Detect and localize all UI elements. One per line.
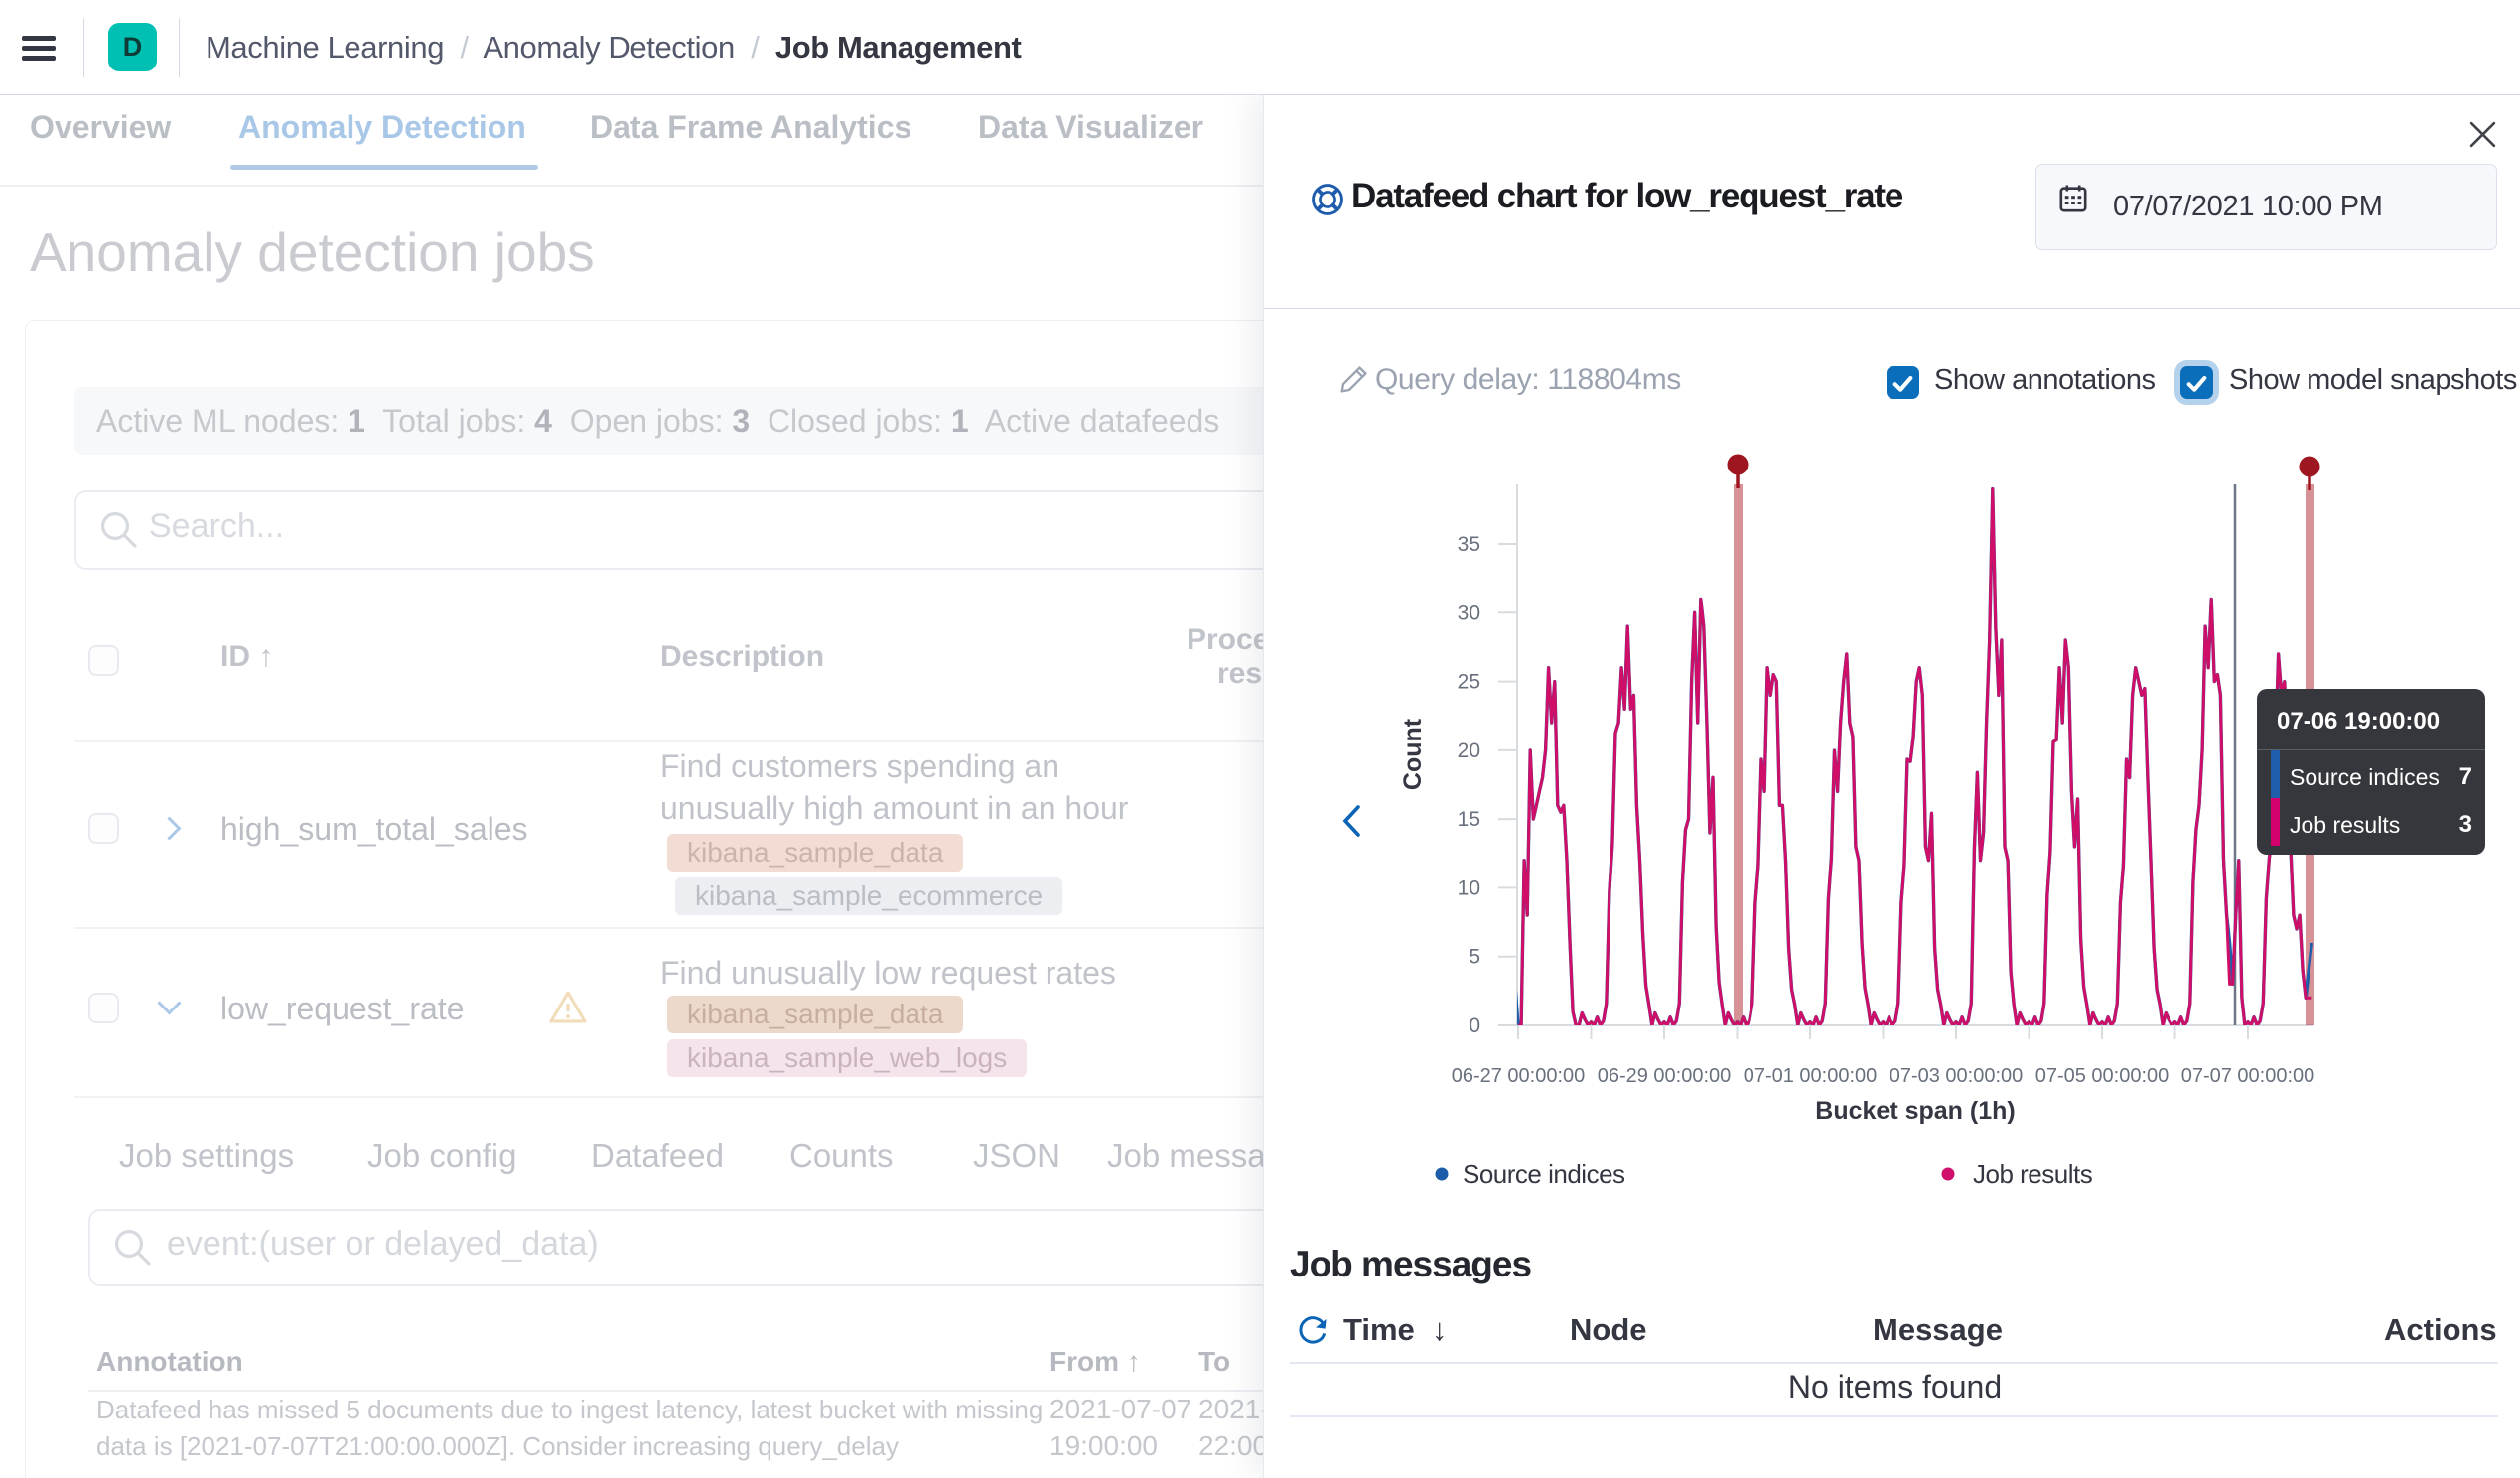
svg-text:06-27 00:00:00: 06-27 00:00:00 <box>1452 1065 1586 1087</box>
svg-text:25: 25 <box>1458 671 1480 694</box>
svg-text:07-01 00:00:00: 07-01 00:00:00 <box>1744 1065 1878 1087</box>
svg-text:10: 10 <box>1458 876 1480 899</box>
svg-text:07-07 00:00:00: 07-07 00:00:00 <box>2181 1065 2315 1087</box>
svg-text:20: 20 <box>1458 739 1480 762</box>
svg-text:5: 5 <box>1469 946 1480 969</box>
svg-text:06-29 00:00:00: 06-29 00:00:00 <box>1598 1065 1732 1087</box>
svg-text:35: 35 <box>1458 533 1480 556</box>
svg-text:07-03 00:00:00: 07-03 00:00:00 <box>1890 1065 2024 1087</box>
svg-text:Count: Count <box>1399 718 1427 790</box>
svg-text:Bucket span (1h): Bucket span (1h) <box>1815 1097 2015 1125</box>
svg-text:0: 0 <box>1469 1014 1480 1037</box>
svg-text:30: 30 <box>1458 602 1480 624</box>
svg-text:07-05 00:00:00: 07-05 00:00:00 <box>2035 1065 2170 1087</box>
svg-text:15: 15 <box>1458 808 1480 831</box>
